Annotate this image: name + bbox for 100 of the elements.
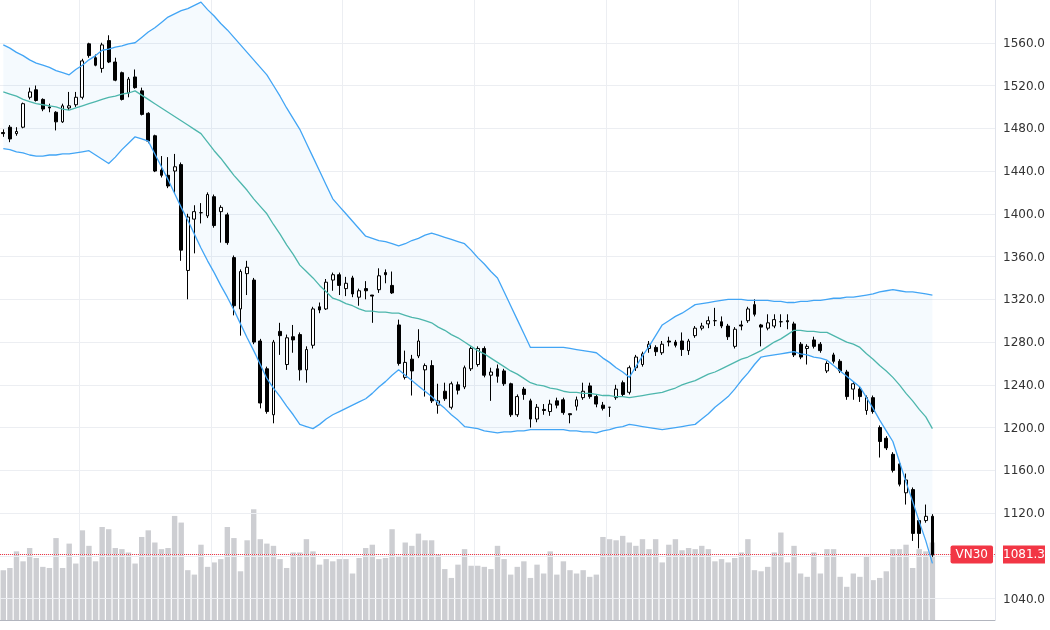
candlestick bbox=[924, 504, 928, 524]
candlestick bbox=[21, 102, 25, 129]
y-tick-label: 1240.0 bbox=[1003, 377, 1045, 392]
y-tick-label: 1280.0 bbox=[1003, 335, 1045, 350]
candlestick bbox=[845, 369, 849, 401]
candlestick bbox=[410, 354, 414, 397]
candlestick bbox=[720, 315, 723, 329]
candlestick bbox=[614, 384, 618, 401]
candlestick bbox=[199, 202, 203, 224]
candlestick bbox=[94, 54, 97, 67]
candlestick bbox=[687, 338, 690, 356]
candlestick bbox=[482, 345, 486, 378]
y-tick-label: 1360.0 bbox=[1003, 249, 1045, 264]
y-tick-label: 1081.3 bbox=[1003, 547, 1045, 562]
candlestick bbox=[884, 435, 888, 451]
candlestick bbox=[759, 323, 763, 347]
candlestick bbox=[700, 322, 704, 331]
candlestick bbox=[61, 103, 64, 124]
candlestick bbox=[337, 272, 341, 296]
y-tick-label: 1520.0 bbox=[1003, 78, 1045, 93]
candlestick bbox=[252, 277, 256, 345]
candlestick bbox=[100, 42, 104, 74]
candlestick bbox=[390, 271, 394, 295]
candlestick bbox=[772, 313, 776, 329]
candlestick bbox=[667, 336, 671, 347]
line-series bbox=[2, 136, 934, 564]
candlestick bbox=[28, 87, 32, 100]
candlestick bbox=[496, 364, 499, 384]
candlestick bbox=[739, 320, 743, 331]
candlestick bbox=[153, 134, 157, 173]
candlestick bbox=[548, 399, 552, 417]
candlestick bbox=[792, 321, 796, 358]
candlestick bbox=[291, 324, 295, 354]
candlestick bbox=[779, 313, 783, 328]
candlestick bbox=[173, 153, 177, 194]
candlestick bbox=[746, 306, 750, 324]
candlestick bbox=[232, 254, 236, 316]
candlestick bbox=[430, 359, 434, 404]
candlestick bbox=[561, 397, 565, 416]
y-tick-label: 1320.0 bbox=[1003, 292, 1045, 307]
candlestick bbox=[858, 386, 862, 403]
candlestick bbox=[48, 103, 51, 113]
candlestick bbox=[706, 315, 710, 329]
candlestick bbox=[186, 213, 190, 300]
candlestick bbox=[898, 461, 901, 487]
ref-line-label: VN30 bbox=[955, 547, 988, 562]
candlestick bbox=[1, 128, 5, 138]
candlestick bbox=[786, 313, 789, 330]
candlestick bbox=[818, 341, 822, 354]
candlestick bbox=[344, 276, 348, 297]
candlestick bbox=[206, 191, 209, 219]
candlestick bbox=[575, 396, 578, 411]
candlestick bbox=[80, 58, 84, 100]
candlestick bbox=[489, 367, 493, 402]
candlestick bbox=[417, 328, 420, 359]
candlestick bbox=[449, 381, 453, 410]
candlestick bbox=[265, 366, 269, 415]
candlestick bbox=[766, 313, 770, 331]
candlestick bbox=[370, 294, 374, 324]
candlestick bbox=[364, 280, 368, 300]
candlestick bbox=[911, 486, 915, 542]
candlestick bbox=[15, 126, 18, 137]
candlestick bbox=[529, 398, 532, 429]
candlestick bbox=[160, 155, 163, 178]
candlestick bbox=[107, 34, 111, 64]
y-tick-label: 1400.0 bbox=[1003, 206, 1045, 221]
candlestick bbox=[331, 272, 335, 292]
candlestick bbox=[127, 76, 130, 98]
y-tick-label: 1440.0 bbox=[1003, 164, 1045, 179]
candlestick bbox=[581, 382, 585, 401]
candlestick bbox=[74, 91, 78, 108]
y-tick-label: 1480.0 bbox=[1003, 121, 1045, 136]
candlestick bbox=[192, 204, 196, 254]
candlestick bbox=[555, 397, 559, 409]
candlestick bbox=[384, 268, 387, 284]
candlestick bbox=[654, 344, 658, 357]
candlestick bbox=[245, 260, 249, 296]
candlestick bbox=[443, 382, 447, 402]
y-tick-label: 1200.0 bbox=[1003, 420, 1045, 435]
candlestick bbox=[568, 413, 572, 424]
candlestick bbox=[838, 358, 842, 374]
candlestick bbox=[377, 267, 381, 294]
candlestick bbox=[305, 345, 308, 384]
candlestick bbox=[805, 343, 809, 366]
candlestick bbox=[324, 278, 328, 311]
candlestick bbox=[594, 393, 598, 408]
candlestick bbox=[753, 298, 756, 317]
y-tick-label: 1160.0 bbox=[1003, 463, 1045, 478]
candlestick bbox=[179, 161, 183, 262]
candlestick bbox=[660, 340, 664, 356]
candlestick bbox=[463, 365, 466, 390]
candlestick bbox=[601, 401, 605, 411]
candlestick bbox=[133, 68, 137, 90]
candlestick bbox=[34, 85, 38, 103]
candlestick bbox=[680, 331, 684, 357]
candlestick bbox=[351, 275, 354, 298]
candlestick bbox=[733, 326, 737, 349]
candlestick bbox=[8, 124, 12, 143]
candlestick bbox=[825, 360, 829, 374]
candlestick bbox=[502, 368, 506, 387]
